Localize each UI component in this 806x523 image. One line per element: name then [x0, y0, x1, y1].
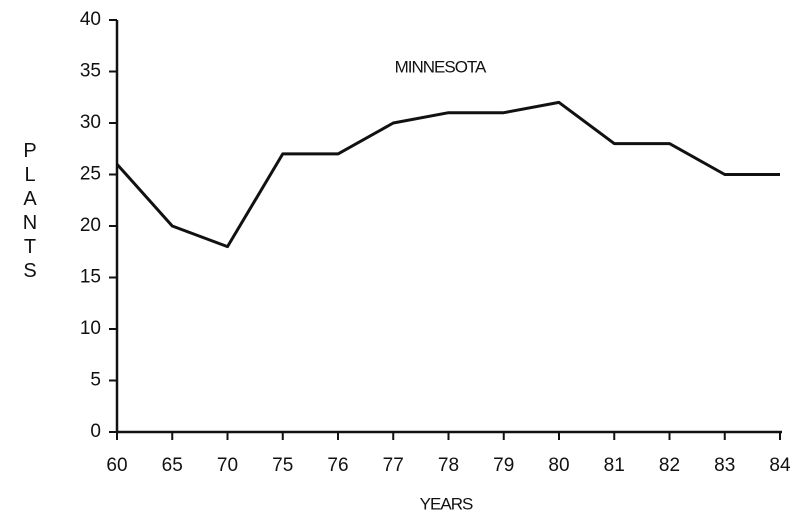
y-tick-label: 30: [80, 112, 101, 133]
y-tick-label: 0: [90, 421, 101, 442]
y-tick-label: 25: [80, 164, 101, 185]
x-tick-label: 75: [272, 455, 293, 476]
y-tick-label: 15: [80, 267, 101, 288]
x-tick-label: 77: [383, 455, 404, 476]
chart-title: MINNESOTA: [395, 57, 487, 76]
x-tick-label: 65: [162, 455, 183, 476]
x-tick-label: 83: [714, 455, 735, 476]
x-tick-label: 80: [548, 455, 569, 476]
y-axis-label: PLANTS: [19, 140, 41, 284]
x-axis-label: YEARS: [420, 494, 473, 513]
y-tick-label: 5: [90, 370, 101, 391]
x-tick-label: 82: [659, 455, 680, 476]
x-tick-label: 84: [769, 455, 791, 476]
y-tick-label: 20: [80, 215, 101, 236]
y-tick-label: 35: [80, 61, 101, 82]
y-tick-label: 40: [80, 9, 101, 30]
x-tick-label: 81: [604, 455, 625, 476]
line: [115, 100, 780, 249]
x-tick-label: 70: [217, 455, 238, 476]
x-tick-label: 60: [106, 455, 127, 476]
x-tick-label: 79: [493, 455, 514, 476]
x-tick-label: 76: [327, 455, 348, 476]
x-tick-label: 78: [438, 455, 459, 476]
y-tick-label: 10: [80, 318, 101, 339]
